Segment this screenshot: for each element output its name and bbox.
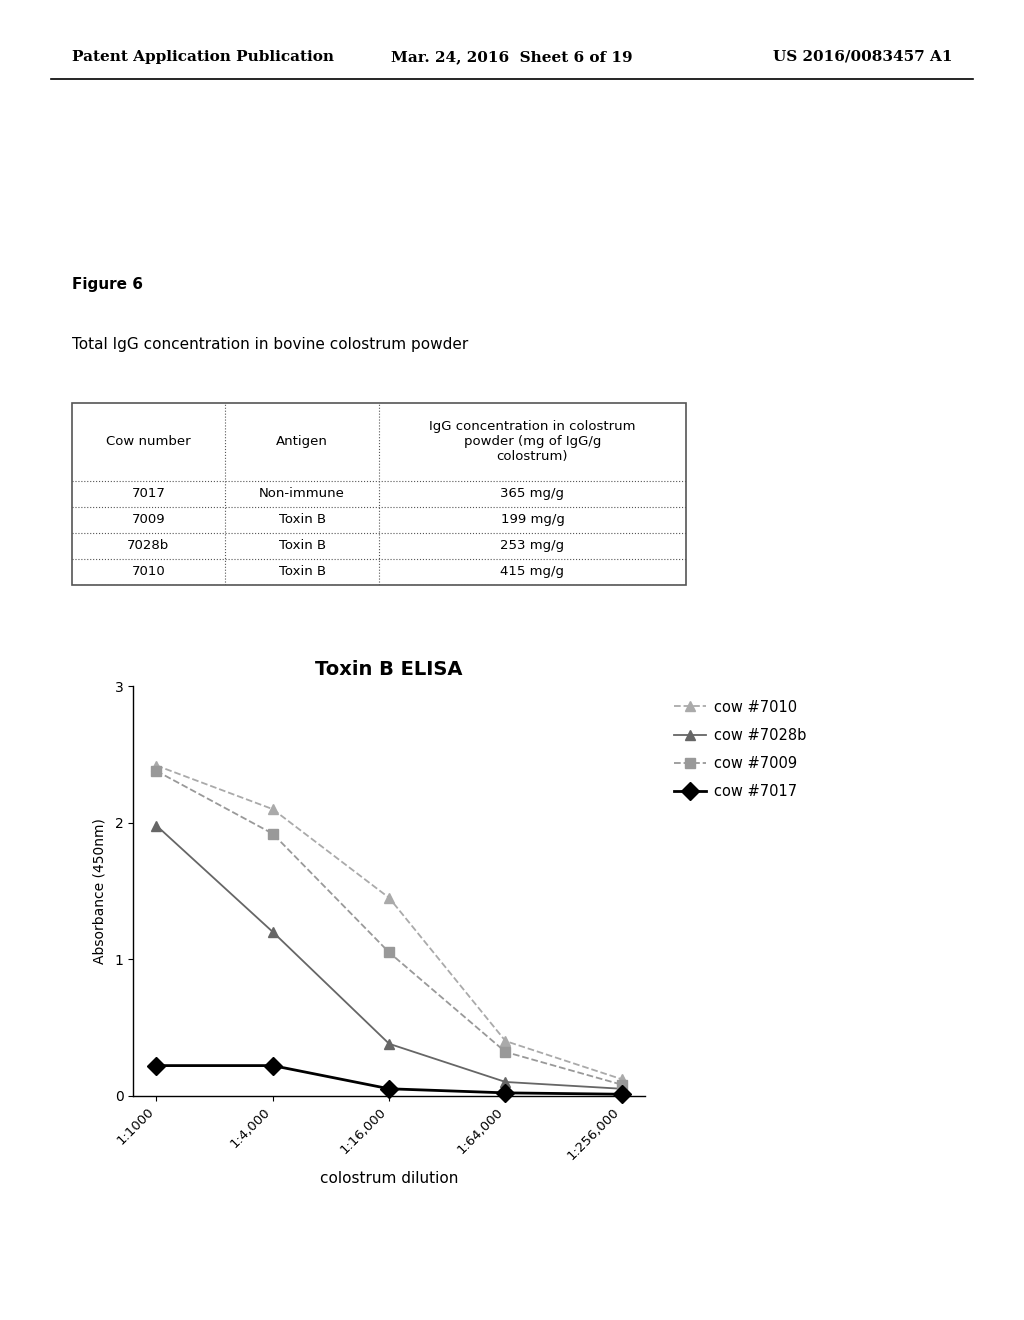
Text: US 2016/0083457 A1: US 2016/0083457 A1: [773, 50, 952, 63]
Text: Total IgG concentration in bovine colostrum powder: Total IgG concentration in bovine colost…: [72, 337, 468, 351]
cow #7009: [500, 1044, 512, 1060]
Text: Toxin B: Toxin B: [279, 513, 326, 527]
cow #7009: [383, 945, 395, 961]
Title: Toxin B ELISA: Toxin B ELISA: [315, 660, 463, 680]
Text: 365 mg/g: 365 mg/g: [501, 487, 564, 500]
cow #7009: [266, 826, 279, 842]
cow #7017: [151, 1057, 163, 1073]
cow #7017: [383, 1081, 395, 1097]
Text: 199 mg/g: 199 mg/g: [501, 513, 564, 527]
Text: Non-immune: Non-immune: [259, 487, 345, 500]
cow #7028b: [151, 817, 163, 833]
Line: cow #7009: cow #7009: [152, 766, 627, 1089]
Text: Cow number: Cow number: [106, 436, 190, 447]
Text: 7028b: 7028b: [127, 540, 170, 552]
Legend: cow #7010, cow #7028b, cow #7009, cow #7017: cow #7010, cow #7028b, cow #7009, cow #7…: [668, 694, 813, 805]
cow #7017: [615, 1086, 628, 1102]
Y-axis label: Absorbance (450nm): Absorbance (450nm): [92, 818, 106, 964]
cow #7009: [151, 763, 163, 779]
Text: Toxin B: Toxin B: [279, 540, 326, 552]
Text: 253 mg/g: 253 mg/g: [501, 540, 564, 552]
cow #7010: [500, 1034, 512, 1049]
Text: Figure 6: Figure 6: [72, 277, 142, 292]
cow #7028b: [500, 1074, 512, 1090]
X-axis label: colostrum dilution: colostrum dilution: [319, 1171, 459, 1185]
Text: Mar. 24, 2016  Sheet 6 of 19: Mar. 24, 2016 Sheet 6 of 19: [391, 50, 633, 63]
Line: cow #7028b: cow #7028b: [152, 821, 627, 1094]
cow #7009: [615, 1077, 628, 1093]
cow #7010: [151, 758, 163, 774]
cow #7028b: [383, 1036, 395, 1052]
Text: IgG concentration in colostrum
powder (mg of IgG/g
colostrum): IgG concentration in colostrum powder (m…: [429, 420, 636, 463]
cow #7010: [383, 890, 395, 906]
Line: cow #7017: cow #7017: [151, 1060, 628, 1101]
cow #7028b: [615, 1081, 628, 1097]
cow #7017: [266, 1057, 279, 1073]
Text: Patent Application Publication: Patent Application Publication: [72, 50, 334, 63]
cow #7010: [266, 801, 279, 817]
Text: 7009: 7009: [132, 513, 165, 527]
Text: 415 mg/g: 415 mg/g: [501, 565, 564, 578]
Text: 7017: 7017: [131, 487, 166, 500]
cow #7028b: [266, 924, 279, 940]
Text: Toxin B: Toxin B: [279, 565, 326, 578]
cow #7010: [615, 1072, 628, 1088]
Text: Antigen: Antigen: [276, 436, 328, 447]
Line: cow #7010: cow #7010: [152, 760, 627, 1084]
cow #7017: [500, 1085, 512, 1101]
Text: 7010: 7010: [132, 565, 165, 578]
